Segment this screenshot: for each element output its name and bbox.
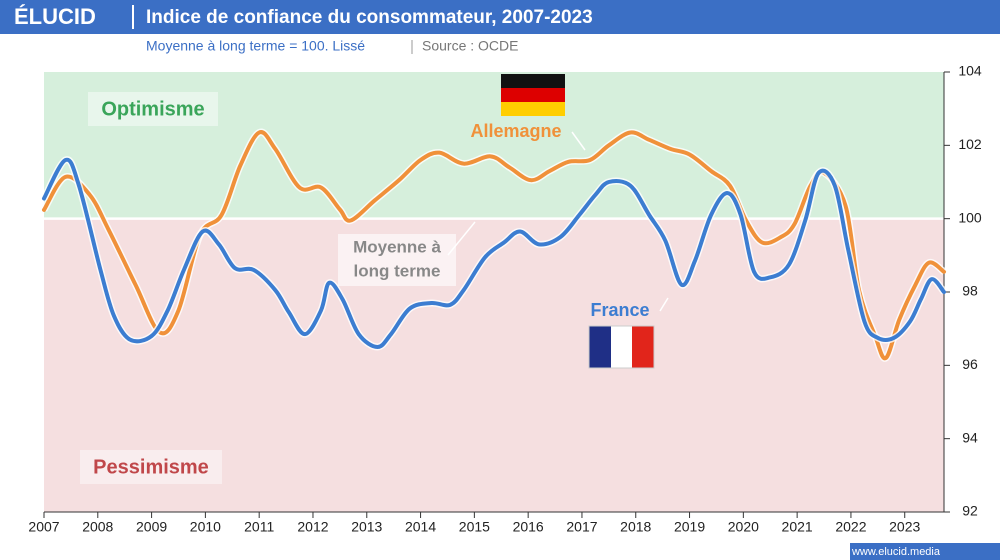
chart-title: Indice de confiance du consommateur, 200…: [146, 7, 593, 28]
x-tick-label: 2011: [244, 519, 274, 535]
y-tick-label: 92: [962, 503, 978, 519]
x-tick-label: 2010: [190, 519, 221, 535]
series-label: Allemagne: [470, 121, 561, 141]
zone-label-box: [80, 450, 222, 484]
subtitle: Moyenne à long terme = 100. Lissé: [146, 38, 365, 54]
x-tick-label: 2012: [297, 519, 328, 535]
plot-area: Optimisme Pessimisme 92 94 96 98 100 102 104 2007…: [28, 63, 981, 535]
y-tick-label: 104: [958, 63, 982, 79]
y-tick-label: 94: [962, 429, 978, 445]
x-tick-label: 2014: [405, 519, 436, 535]
zone: [44, 218, 944, 512]
source: Source : OCDE: [422, 38, 518, 54]
x-tick-label: 2016: [513, 519, 544, 535]
reference-label-box: [338, 234, 456, 286]
header-bar: [0, 0, 1000, 34]
y-tick-label: 102: [958, 136, 982, 152]
y-tick-label: 96: [962, 356, 978, 372]
x-tick-label: 2023: [889, 519, 920, 535]
x-tick-label: 2007: [28, 519, 59, 535]
zone-label-box: [88, 92, 218, 126]
x-tick-label: 2017: [566, 519, 597, 535]
zone: [44, 72, 944, 219]
logo: ÉLUCID: [14, 4, 96, 29]
x-tick-label: 2018: [620, 519, 651, 535]
leader-line: [571, 131, 586, 151]
zone-label: Pessimisme: [93, 456, 209, 478]
x-tick-label: 2021: [782, 519, 813, 535]
reference-label: Moyenne à: [353, 237, 441, 256]
germany-flag: [501, 74, 565, 116]
zone-label: Optimisme: [101, 98, 204, 120]
footer-bar: [850, 543, 1000, 560]
x-tick-label: 2013: [351, 519, 382, 535]
x-tick-label: 2015: [459, 519, 490, 535]
y-tick-label: 100: [958, 209, 982, 225]
france-flag: [588, 325, 655, 369]
reference-label: long terme: [354, 261, 441, 280]
x-tick-label: 2019: [674, 519, 705, 535]
x-tick-label: 2009: [136, 519, 167, 535]
x-tick-label: 2020: [728, 519, 759, 535]
x-tick-label: 2008: [82, 519, 113, 535]
website: www.elucid.media: [851, 546, 941, 558]
series-label: France: [590, 300, 649, 320]
leader-line: [659, 297, 669, 312]
x-tick-label: 2022: [835, 519, 866, 535]
y-tick-label: 98: [962, 283, 978, 299]
line: [42, 157, 946, 349]
